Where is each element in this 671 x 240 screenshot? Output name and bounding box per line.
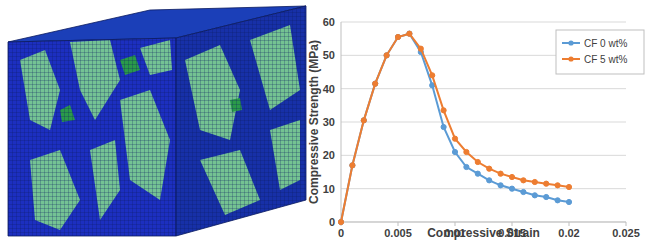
y-tick-label: 0 <box>329 216 335 228</box>
x-tick <box>398 222 399 226</box>
x-tick <box>626 222 627 226</box>
legend-marker <box>568 56 573 61</box>
series-marker <box>395 34 400 39</box>
series-marker <box>384 53 389 58</box>
y-axis <box>341 22 342 222</box>
x-tick-label: 0.02 <box>558 227 579 239</box>
series-marker <box>441 108 446 113</box>
mesh-grid <box>8 38 176 236</box>
series-marker <box>475 171 480 176</box>
y-tick-label: 50 <box>323 49 335 61</box>
series-marker <box>452 149 457 154</box>
x-axis <box>341 222 626 223</box>
grid-line <box>341 122 626 123</box>
series-marker <box>555 198 560 203</box>
mesh-cube <box>8 6 306 236</box>
series-marker <box>452 136 457 141</box>
grid-line <box>341 88 626 89</box>
legend: CF 0 wt% CF 5 wt% <box>556 30 644 74</box>
series-marker <box>498 183 503 188</box>
figure: 010203040506000.0050.010.0150.020.025Com… <box>0 0 671 240</box>
cube-face <box>8 38 176 236</box>
grid-line <box>341 22 626 23</box>
legend-label: CF 0 wt% <box>584 38 627 49</box>
series-marker <box>487 166 492 171</box>
x-tick-label: 0.025 <box>612 227 640 239</box>
x-tick <box>569 222 570 226</box>
legend-box <box>556 30 644 74</box>
series-marker <box>464 149 469 154</box>
mesh-grid <box>176 6 306 236</box>
series-marker <box>338 219 343 224</box>
series-marker <box>407 31 412 36</box>
series-marker <box>350 163 355 168</box>
plot-area <box>338 31 571 225</box>
series-marker <box>544 194 549 199</box>
series-marker <box>509 174 514 179</box>
series-marker <box>361 118 366 123</box>
series-line <box>341 34 569 222</box>
series-marker <box>418 46 423 51</box>
series-marker <box>373 81 378 86</box>
y-tick-label: 40 <box>323 83 335 95</box>
series-line <box>341 34 569 222</box>
series-marker <box>566 184 571 189</box>
y-tick-label: 20 <box>323 149 335 161</box>
y-tick-label: 60 <box>323 16 335 28</box>
series-marker <box>532 193 537 198</box>
series-marker <box>441 124 446 129</box>
legend-marker <box>568 40 573 45</box>
x-tick-label: 0 <box>338 227 344 239</box>
y-tick-label: 30 <box>323 116 335 128</box>
series-marker <box>475 159 480 164</box>
series-marker <box>544 181 549 186</box>
legend-label: CF 5 wt% <box>584 54 627 65</box>
series-marker <box>338 219 343 224</box>
grid-line <box>341 222 626 223</box>
series-marker <box>361 118 366 123</box>
y-axis-title: Compressive Strength (MPa) <box>307 40 321 204</box>
series-marker <box>430 73 435 78</box>
y-tick-label: 10 <box>323 183 335 195</box>
grid-line <box>341 188 626 189</box>
series-marker <box>487 178 492 183</box>
x-tick-label: 0.005 <box>384 227 412 239</box>
series-marker <box>350 163 355 168</box>
cube-face <box>176 6 306 236</box>
series-marker <box>532 179 537 184</box>
series-marker <box>395 34 400 39</box>
grid-line <box>341 155 626 156</box>
series-marker <box>407 31 412 36</box>
series-marker <box>373 81 378 86</box>
series-marker <box>464 164 469 169</box>
series-marker <box>384 53 389 58</box>
series-marker <box>509 186 514 191</box>
series-marker <box>498 171 503 176</box>
series-marker <box>521 189 526 194</box>
series-marker <box>521 178 526 183</box>
x-axis-title: Compressive Strain <box>427 226 540 240</box>
series-marker <box>566 199 571 204</box>
series-marker <box>555 183 560 188</box>
